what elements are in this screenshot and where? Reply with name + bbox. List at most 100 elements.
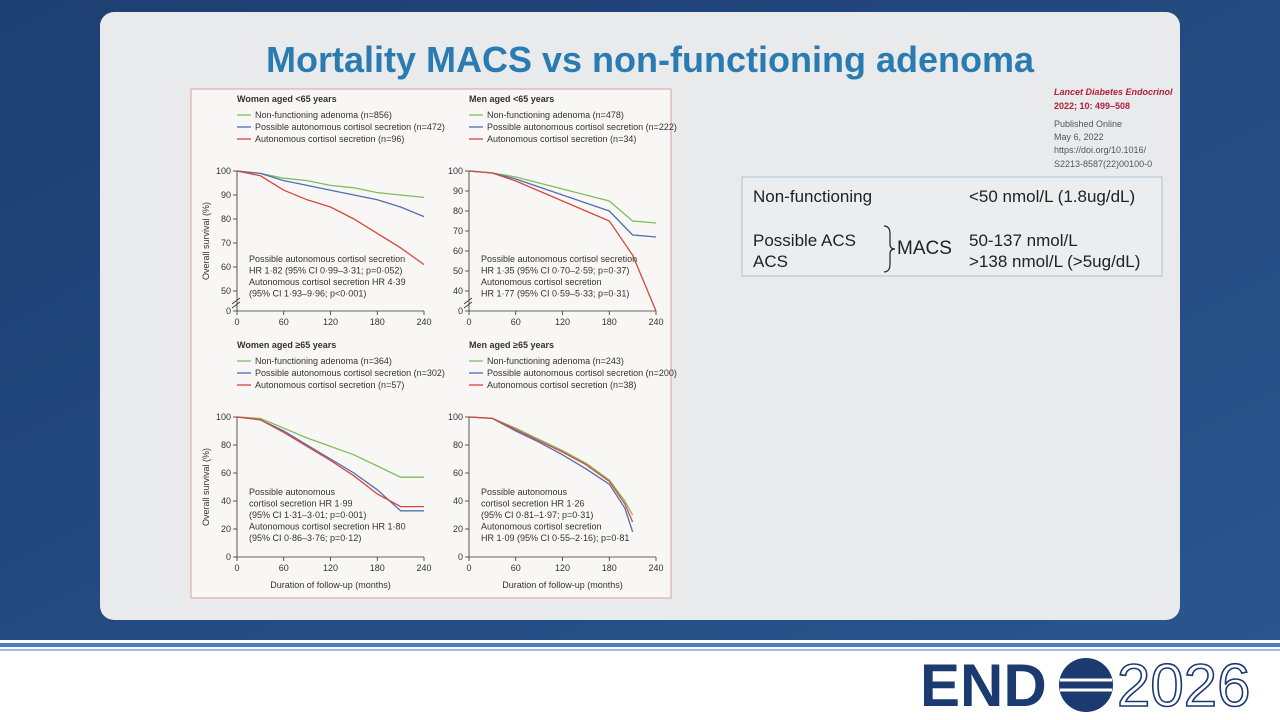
y-tick-label: 40 (221, 496, 231, 506)
x-tick-label: 60 (511, 317, 521, 327)
annotation: Autonomous cortisol secretion (481, 277, 602, 287)
x-axis-label: Duration of follow-up (months) (502, 580, 623, 590)
footer-line (0, 643, 1280, 647)
x-tick-label: 240 (416, 563, 431, 573)
legend-label: Non-functioning adenoma (n=478) (487, 110, 624, 120)
annotation: (95% CI 0·86–3·76; p=0·12) (249, 533, 361, 543)
y-tick-label: 50 (453, 266, 463, 276)
table-cell: 50-137 nmol/L (969, 231, 1078, 250)
legend-label: Possible autonomous cortisol secretion (… (487, 122, 677, 132)
y-tick-label: 40 (453, 496, 463, 506)
annotation: cortisol secretion HR 1·26 (481, 499, 585, 509)
logo-text: END (920, 652, 1047, 719)
logo-year: 2026 (1117, 652, 1250, 719)
y-tick-label: 60 (453, 246, 463, 256)
citation-doi: S2213-8587(22)00100-0 (1054, 159, 1152, 169)
x-tick-label: 60 (279, 317, 289, 327)
annotation: Autonomous cortisol secretion HR 1·80 (249, 522, 406, 532)
y-tick-label: 60 (221, 262, 231, 272)
footer-line (0, 649, 1280, 651)
annotation: cortisol secretion HR 1·99 (249, 499, 353, 509)
x-tick-label: 120 (323, 317, 338, 327)
x-tick-label: 120 (555, 317, 570, 327)
x-tick-label: 120 (323, 563, 338, 573)
y-tick-label: 40 (453, 286, 463, 296)
annotation: HR 1·77 (95% CI 0·59–5·33; p=0·31) (481, 289, 629, 299)
y-tick-label: 100 (448, 166, 463, 176)
x-tick-label: 120 (555, 563, 570, 573)
x-tick-label: 0 (466, 563, 471, 573)
y-tick-label: 0 (226, 306, 231, 316)
y-tick-label: 0 (226, 552, 231, 562)
annotation: (95% CI 1·93–9·96; p<0·001) (249, 289, 366, 299)
annotation: HR 1·35 (95% CI 0·70–2·59; p=0·37) (481, 266, 629, 276)
chart-title: Men aged ≥65 years (469, 340, 554, 350)
annotation: Autonomous cortisol secretion HR 4·39 (249, 277, 406, 287)
y-tick-label: 20 (221, 524, 231, 534)
legend-label: Autonomous cortisol secretion (n=57) (255, 380, 404, 390)
chart-title: Men aged <65 years (469, 94, 554, 104)
table-cell: Possible ACS (753, 231, 856, 250)
figure-frame (190, 88, 672, 599)
x-tick-label: 60 (279, 563, 289, 573)
survival-curve (236, 170, 425, 218)
y-tick-label: 100 (216, 166, 231, 176)
annotation: Possible autonomous cortisol secretion (249, 254, 405, 264)
logo-globe-lines (1060, 678, 1112, 692)
logo-globe (1059, 658, 1113, 712)
citation-volume: 2022; 10: 499–508 (1054, 101, 1130, 111)
x-tick-label: 240 (416, 317, 431, 327)
table-cell: >138 nmol/L (>5ug/dL) (969, 252, 1140, 271)
legend-label: Possible autonomous cortisol secretion (… (487, 368, 677, 378)
legend-label: Non-functioning adenoma (n=364) (255, 356, 392, 366)
legend-label: Possible autonomous cortisol secretion (… (255, 122, 445, 132)
y-tick-label: 70 (453, 226, 463, 236)
legend-label: Non-functioning adenoma (n=243) (487, 356, 624, 366)
y-tick-label: 20 (453, 524, 463, 534)
logo: END 2026 (920, 651, 1251, 720)
slide-title: Mortality MACS vs non-functioning adenom… (266, 39, 1035, 80)
x-tick-label: 180 (370, 563, 385, 573)
y-tick-label: 80 (221, 440, 231, 450)
x-tick-label: 180 (602, 317, 617, 327)
chart-title: Women aged <65 years (237, 94, 337, 104)
y-tick-label: 50 (221, 286, 231, 296)
y-tick-label: 0 (458, 552, 463, 562)
citation-published: Published Online (1054, 119, 1122, 129)
chart-title: Women aged ≥65 years (237, 340, 336, 350)
survival-curve (236, 170, 425, 199)
x-tick-label: 60 (511, 563, 521, 573)
y-tick-label: 90 (221, 190, 231, 200)
legend-label: Autonomous cortisol secretion (n=38) (487, 380, 636, 390)
annotation: HR 1·82 (95% CI 0·99–3·31; p=0·052) (249, 266, 402, 276)
y-tick-label: 80 (453, 206, 463, 216)
legend-label: Possible autonomous cortisol secretion (… (255, 368, 445, 378)
citation: Lancet Diabetes Endocrinol 2022; 10: 499… (1054, 87, 1173, 169)
y-tick-label: 90 (453, 186, 463, 196)
survival-curve (236, 416, 424, 478)
brace (883, 225, 896, 273)
x-tick-label: 0 (234, 563, 239, 573)
y-axis-label: Overall survival (%) (201, 448, 211, 526)
annotation: Autonomous cortisol secretion (481, 522, 602, 532)
x-tick-label: 240 (648, 563, 663, 573)
legend-label: Non-functioning adenoma (n=856) (255, 110, 392, 120)
annotation: (95% CI 1·31–3·01; p=0·001) (249, 510, 366, 520)
x-axis-label: Duration of follow-up (months) (270, 580, 391, 590)
citation-doi: https://doi.org/10.1016/ (1054, 145, 1147, 155)
citation-date: May 6, 2022 (1054, 132, 1104, 142)
survival-curve (468, 170, 657, 312)
x-tick-label: 180 (602, 563, 617, 573)
annotation: HR 1·09 (95% CI 0·55–2·16); p=0·81 (481, 533, 629, 543)
y-tick-label: 60 (453, 468, 463, 478)
annotation: Possible autonomous (249, 487, 336, 497)
x-tick-label: 180 (370, 317, 385, 327)
survival-curve (468, 416, 634, 523)
y-axis-label: Overall survival (%) (201, 202, 211, 280)
y-tick-label: 80 (221, 214, 231, 224)
table-group: MACS (897, 238, 952, 259)
y-tick-label: 80 (453, 440, 463, 450)
table-cell: ACS (753, 252, 788, 271)
